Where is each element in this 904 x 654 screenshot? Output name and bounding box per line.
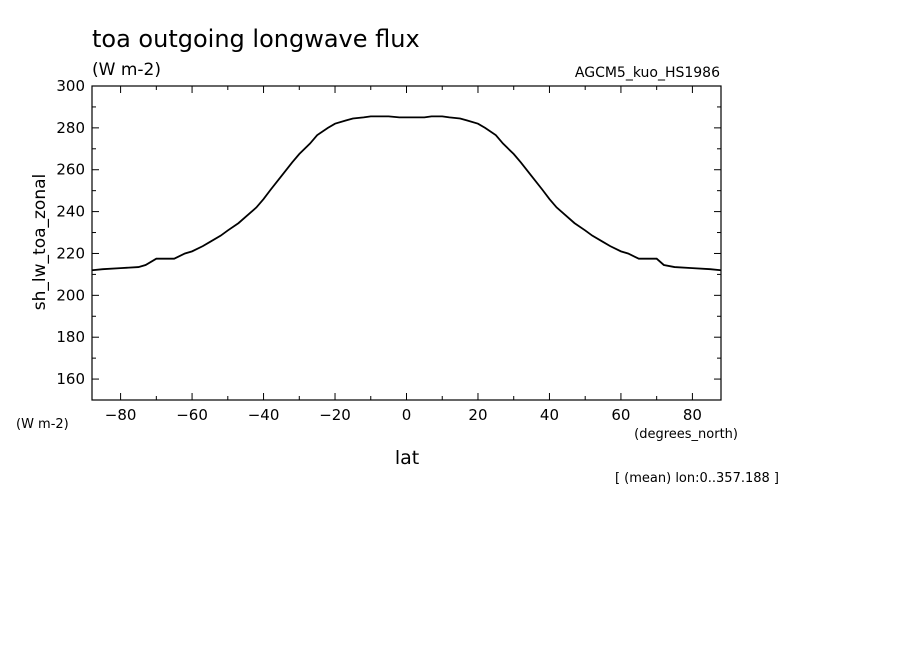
averaging-note: [ (mean) lon:0..357.188 ] (615, 471, 779, 486)
y-tick-label: 280 (56, 119, 85, 137)
x-tick-label: −60 (176, 406, 208, 424)
x-tick-label: 20 (468, 406, 487, 424)
x-units: (degrees_north) (634, 427, 738, 442)
x-tick-label: 80 (683, 406, 702, 424)
y-tick-label: 200 (56, 286, 85, 304)
x-tick-label: −20 (319, 406, 351, 424)
y-tick-label: 240 (56, 203, 85, 221)
x-tick-label: 40 (540, 406, 559, 424)
x-tick-label: 0 (402, 406, 412, 424)
series-line (91, 115, 722, 272)
ticks (92, 85, 721, 401)
x-tick-label: −80 (105, 406, 137, 424)
tick-labels: −80 −60 −40 −20 0 20 40 60 80 160 180 200 220 240 260 2… (56, 77, 702, 424)
y-tick-label: 300 (56, 77, 85, 95)
x-tick-label: 60 (611, 406, 630, 424)
y-tick-label: 180 (56, 328, 85, 346)
plot-frame (91, 85, 722, 401)
y-axis-label: sh_lw_toa_zonal (30, 174, 50, 310)
y-tick-label: 160 (56, 370, 85, 388)
chart-subtitle: (W m-2) (92, 60, 161, 80)
x-axis-label: lat (395, 447, 419, 469)
y-tick-label: 260 (56, 161, 85, 179)
y-tick-label: 220 (56, 244, 85, 262)
x-tick-label: −40 (248, 406, 280, 424)
dataset-label: AGCM5_kuo_HS1986 (575, 65, 720, 81)
chart-title: toa outgoing longwave flux (92, 25, 420, 53)
y-units: (W m-2) (16, 417, 69, 432)
